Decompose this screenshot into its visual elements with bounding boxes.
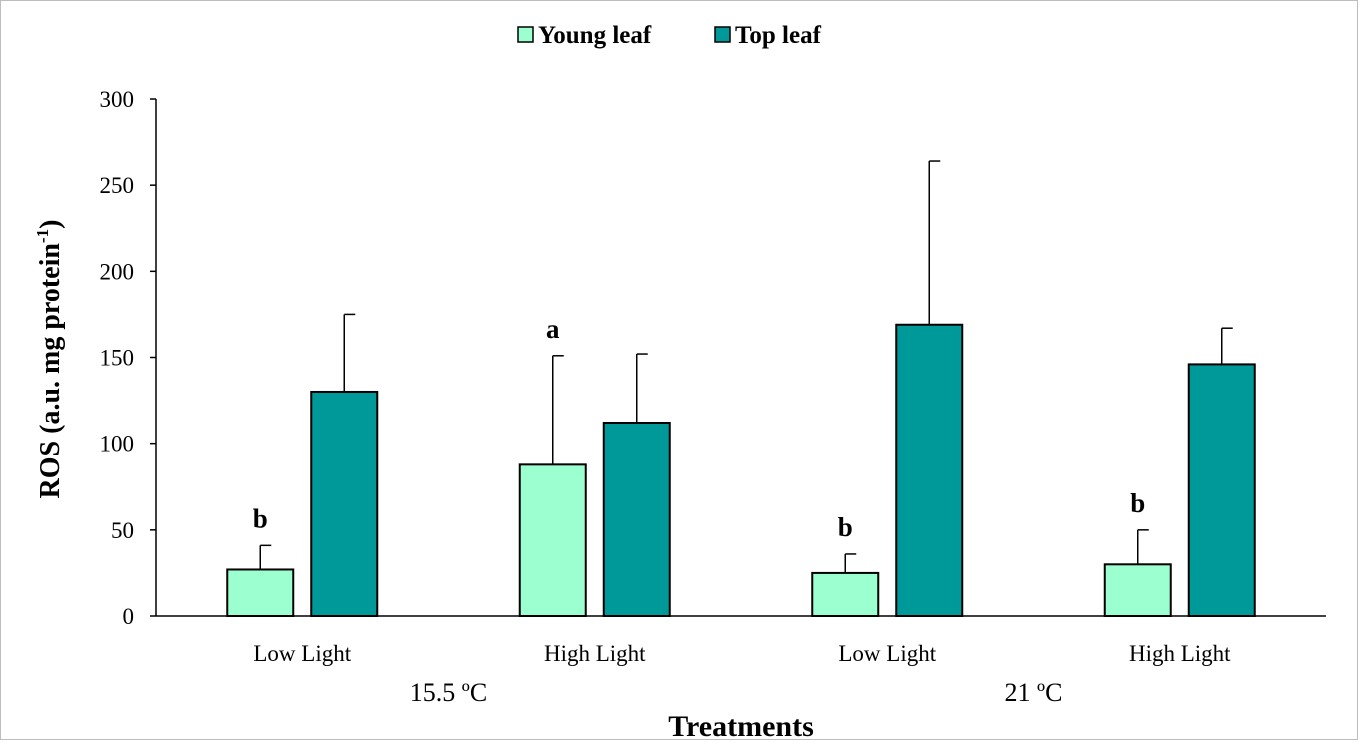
x-tick-label: High Light (544, 641, 646, 666)
significance-letter: a (546, 314, 560, 344)
bars: b a b b (226, 160, 1256, 618)
significance-letter: b (838, 512, 853, 542)
bar-young-leaf (811, 571, 880, 618)
y-tick-label: 0 (123, 604, 135, 629)
x-tick-label: Low Light (838, 641, 936, 666)
y-tick-label: 100 (100, 432, 135, 457)
significance-letter: b (253, 503, 268, 533)
group-label: 21 ºC (1005, 678, 1063, 707)
y-axis-title: ROS (a.u. mg protein-1) (33, 220, 66, 499)
category-labels: Low Light High Light Low Light High Light 15… (253, 641, 1231, 707)
y-tick-label: 150 (100, 346, 135, 371)
y-tick-label: 250 (100, 173, 135, 198)
bar-top-leaf (310, 390, 379, 618)
y-tick-label: 300 (100, 87, 135, 112)
y-axis-title-close: ) (35, 220, 66, 229)
bar-young-leaf (226, 568, 295, 617)
legend-label: Top leaf (735, 22, 822, 49)
bar-top-leaf (602, 421, 671, 617)
bar-young-leaf (518, 463, 587, 618)
x-tick-label: Low Light (253, 641, 351, 666)
bar-top-leaf (895, 323, 964, 617)
legend-swatch-young-leaf (517, 26, 534, 43)
y-tick-label: 200 (100, 259, 135, 284)
significance-letter: b (1130, 488, 1145, 518)
x-axis-title: Treatments (668, 710, 814, 741)
y-tick-label: 50 (111, 518, 134, 543)
y-axis: 0 50 100 150 200 250 300 (100, 87, 157, 629)
legend-label: Young leaf (538, 22, 652, 49)
y-axis-title-superscript: -1 (33, 229, 52, 243)
group-label: 15.5 ºC (410, 678, 487, 707)
bar-young-leaf (1103, 563, 1172, 617)
legend-swatch-top-leaf (714, 26, 731, 43)
bar-top-leaf (1187, 363, 1256, 618)
y-axis-title-main: ROS (a.u. mg protein (35, 243, 66, 499)
legend: Young leaf Top leaf (517, 22, 822, 49)
x-tick-label: High Light (1129, 641, 1231, 666)
